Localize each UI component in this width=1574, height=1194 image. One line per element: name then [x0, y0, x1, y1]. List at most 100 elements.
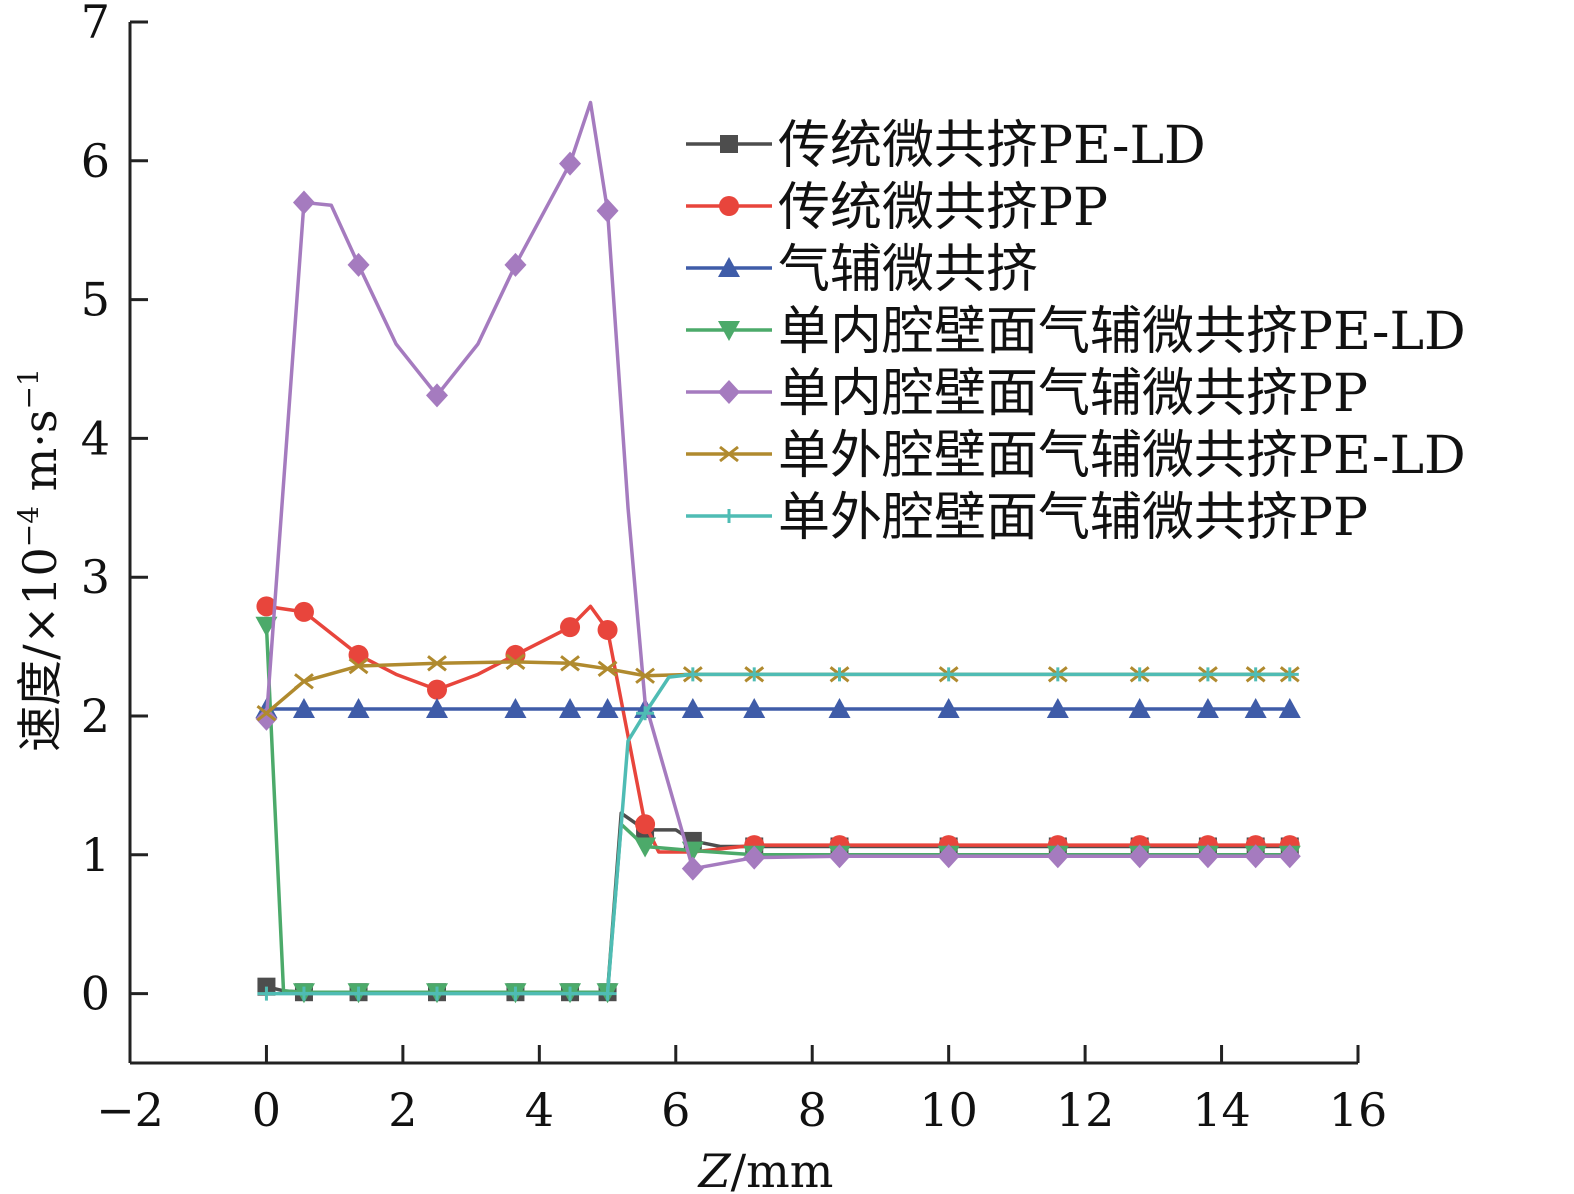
data-point-plus	[294, 986, 313, 1001]
data-point-triangle-up	[426, 698, 448, 719]
y-ticks: 0 1 2 3 4 5 6 7	[81, 0, 148, 1021]
data-point-plus	[506, 986, 525, 1001]
data-point-x	[294, 673, 314, 690]
data-point-triangle-up	[1244, 698, 1267, 719]
data-point-plus	[598, 986, 617, 1001]
data-point-circle	[348, 644, 369, 665]
data-point-triangle-up	[937, 698, 960, 719]
y-tick-label: 4	[81, 411, 110, 465]
x-stroke	[294, 673, 314, 690]
legend-label: 传统微共挤PP	[778, 178, 1108, 238]
series-2	[256, 596, 1300, 856]
y-axis-title-main: 速度/×10	[13, 547, 67, 752]
data-point-triangle-down	[718, 321, 740, 341]
legend-label: 单内腔壁面气辅微共挤PE-LD	[778, 302, 1466, 362]
data-point-diamond	[1244, 844, 1267, 869]
series-line	[264, 625, 1290, 994]
data-point-triangle-up	[596, 698, 619, 719]
axes	[128, 22, 1358, 1065]
data-point-plus	[636, 706, 655, 721]
data-point-plus	[257, 986, 276, 1001]
data-point-diamond	[1196, 844, 1219, 869]
data-point-triangle-down	[634, 837, 657, 858]
data-point-x	[348, 657, 369, 675]
x-axis-title: Z/mm	[697, 1144, 834, 1194]
series-3	[255, 698, 1301, 719]
x-tick-label: 8	[798, 1083, 827, 1137]
legend-label: 单外腔壁面气辅微共挤PP	[778, 488, 1368, 548]
data-point-triangle-up	[504, 698, 527, 719]
data-point-x	[719, 445, 739, 463]
data-point-diamond	[1046, 844, 1069, 869]
data-point-diamond	[347, 252, 370, 277]
y-tick-label: 6	[81, 134, 110, 188]
data-point-plus	[1198, 667, 1217, 682]
legend-item: 单外腔壁面气辅微共挤PP	[686, 488, 1368, 548]
data-point-square	[720, 135, 738, 153]
y-axis-title-mid: m·s	[13, 409, 67, 505]
data-point-diamond	[426, 383, 448, 408]
series-line	[264, 100, 1290, 871]
x-tick-label: 16	[1329, 1083, 1388, 1137]
legend-label: 传统微共挤PE-LD	[778, 116, 1206, 176]
data-point-triangle-up	[1128, 698, 1151, 719]
x-axis-title-italic: Z	[697, 1144, 732, 1194]
data-point-diamond	[559, 151, 582, 176]
y-axis-title: 速度/×10−4 m·s−1	[12, 368, 67, 752]
data-point-diamond	[596, 198, 619, 223]
x-stroke	[256, 705, 277, 722]
data-point-diamond	[1128, 844, 1151, 869]
data-point-diamond	[743, 845, 766, 870]
data-point-plus	[1130, 667, 1149, 682]
data-point-circle	[505, 644, 526, 665]
x-tick-label: 4	[525, 1083, 554, 1137]
data-point-plus	[1246, 667, 1265, 682]
y-tick-label: 2	[81, 689, 110, 743]
data-point-triangle-up	[347, 698, 370, 719]
data-point-circle	[719, 196, 739, 216]
y-tick-label: 0	[81, 967, 110, 1021]
y-axis-title-sup1: −4	[12, 506, 45, 547]
data-point-x	[635, 667, 655, 684]
data-point-x	[505, 653, 526, 671]
data-point-triangle-up	[559, 698, 582, 719]
data-point-triangle-up	[681, 698, 704, 719]
legend-item: 传统微共挤PP	[686, 178, 1108, 238]
data-point-diamond	[504, 252, 527, 277]
data-point-diamond	[1278, 844, 1301, 869]
legend-item: 气辅微共挤	[686, 240, 1038, 300]
y-tick-label: 7	[81, 0, 110, 49]
series-group	[255, 100, 1301, 1004]
x-tick-label: 14	[1192, 1083, 1251, 1137]
data-point-triangle-up	[1196, 698, 1219, 719]
data-point-x	[597, 660, 618, 677]
data-point-x	[560, 655, 580, 672]
data-point-plus	[1048, 667, 1067, 682]
x-tick-label: 6	[661, 1083, 690, 1137]
y-tick-label: 5	[81, 273, 110, 327]
legend-item: 传统微共挤PE-LD	[686, 116, 1206, 176]
legend-item: 单内腔壁面气辅微共挤PE-LD	[686, 302, 1466, 362]
data-point-plus	[428, 986, 446, 1001]
data-point-triangle-up	[718, 257, 740, 277]
data-point-diamond	[255, 706, 278, 731]
data-point-plus	[745, 667, 764, 682]
legend-label: 单外腔壁面气辅微共挤PE-LD	[778, 426, 1466, 486]
x-stroke	[560, 655, 580, 672]
data-point-triangle-up	[1046, 698, 1069, 719]
legend-label: 单内腔壁面气辅微共挤PP	[778, 364, 1368, 424]
data-point-triangle-up	[1278, 698, 1301, 719]
data-point-plus	[1280, 667, 1299, 682]
data-point-plus	[720, 509, 738, 523]
data-point-diamond	[681, 856, 704, 881]
x-tick-label: 10	[919, 1083, 978, 1137]
data-point-triangle-up	[828, 698, 851, 719]
y-tick-label: 3	[81, 550, 110, 604]
legend-label: 气辅微共挤	[778, 240, 1038, 300]
data-point-x	[256, 705, 277, 722]
x-tick-label: −2	[96, 1083, 164, 1137]
x-stroke	[635, 667, 655, 684]
data-point-circle	[597, 619, 618, 640]
x-stroke	[427, 655, 447, 672]
